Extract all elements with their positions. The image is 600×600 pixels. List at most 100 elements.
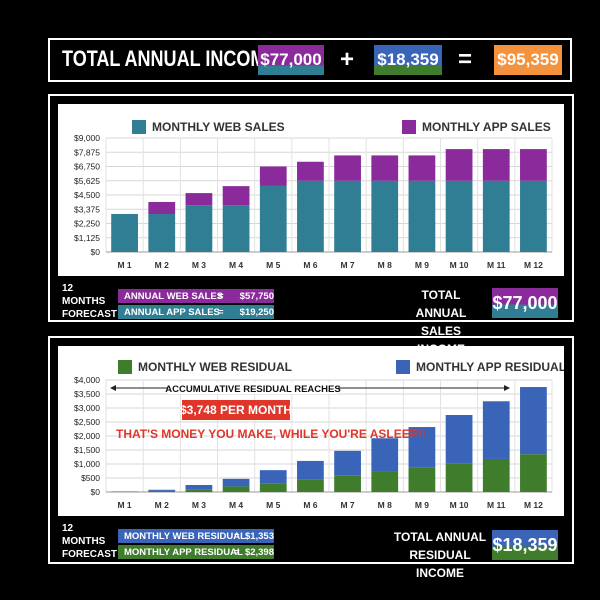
bar-app (408, 155, 436, 181)
y-tick-label: $7,875 (74, 147, 100, 157)
highlight-text: $3,748 PER MONTH (180, 403, 292, 417)
sales-chart: $0 $1,125 $2,250 $3,375 $4,500 $5,625 $6,750 $7… (74, 120, 553, 270)
y-tick-label: $3,375 (74, 204, 100, 214)
arrow-left-icon (110, 385, 116, 391)
residual-panel-frame (48, 336, 574, 564)
y-tick-label: $0 (91, 487, 101, 497)
x-tick-label: M 8 (378, 500, 392, 510)
y-tick-label: $1,125 (74, 233, 100, 243)
bar-app (297, 460, 324, 480)
bar-web (520, 180, 547, 252)
bar-web (371, 471, 399, 492)
y-tick-label: $1,500 (74, 445, 100, 455)
bar-app (297, 161, 324, 181)
x-tick-label: M 1 (117, 500, 131, 510)
bar-web (148, 490, 176, 492)
bar-app (222, 478, 250, 487)
x-tick-label: M 3 (192, 500, 206, 510)
x-tick-label: M 2 (155, 500, 169, 510)
y-tick-label: $4,500 (74, 190, 100, 200)
legend-label-web: MONTHLY WEB SALES (152, 120, 285, 134)
residual-total-value: $18,359 (492, 530, 558, 560)
residual-chart-card: $0 $500 $1,000 $1,500 $2,000 $2,500 $3,000 $3,5… (58, 346, 566, 516)
highlight-box (182, 400, 290, 420)
bar-web (185, 489, 213, 492)
bar-web (259, 483, 287, 492)
y-tick-label: $5,625 (74, 176, 100, 186)
bar-app (185, 193, 213, 206)
x-tick-label: M 8 (378, 260, 392, 270)
y-tick-label: $2,500 (74, 417, 100, 427)
bar-web (148, 214, 176, 252)
bar-app (482, 149, 510, 181)
legend-label-web: MONTHLY WEB RESIDUAL (138, 360, 292, 374)
bar-app (334, 450, 361, 476)
annual-web-sales-row: ANNUAL WEB SALES = $57,750 (118, 289, 274, 303)
sales-panel-frame (48, 94, 574, 322)
y-tick-label: $3,000 (74, 403, 100, 413)
banner-residual-total: $18,359 (374, 45, 442, 75)
x-tick-label: M 7 (340, 260, 354, 270)
y-tick-label: $500 (81, 473, 100, 483)
y-tick-label: $2,000 (74, 431, 100, 441)
bar-app (371, 438, 399, 472)
bar-web (371, 180, 399, 252)
bar-app (520, 149, 547, 181)
bar-web (445, 463, 473, 492)
bar-app (445, 415, 473, 464)
annotation-bg (168, 382, 338, 394)
bar-app (185, 485, 213, 490)
annotation-text: ACCUMULATIVE RESIDUAL REACHES (165, 384, 340, 395)
bar-web (334, 475, 361, 492)
x-tick-label: M 6 (303, 500, 317, 510)
banner-title: TOTAL ANNUAL INCOME: (62, 46, 284, 71)
arrow-right-icon (504, 385, 510, 391)
x-tick-label: M 7 (340, 500, 354, 510)
equals-sign: = (458, 46, 473, 73)
bar-app (482, 401, 510, 459)
legend-swatch-app (396, 360, 410, 374)
x-tick-label: M 5 (266, 500, 280, 510)
bar-web (259, 185, 287, 252)
bar-app (334, 155, 361, 181)
legend-swatch-web (118, 360, 132, 374)
y-tick-label: $0 (91, 247, 101, 257)
x-tick-label: M 11 (487, 500, 506, 510)
bar-web (185, 205, 213, 252)
bar-app (445, 149, 473, 181)
y-tick-label: $2,250 (74, 219, 100, 229)
bar-web (520, 454, 547, 492)
residual-total-label: TOTAL ANNUAL RESIDUAL INCOME (393, 530, 487, 580)
bar-app (371, 155, 399, 181)
x-tick-label: M 9 (415, 260, 429, 270)
legend-label-app: MONTHLY APP SALES (422, 120, 551, 134)
bar-web (408, 467, 436, 492)
bar-web (445, 180, 473, 252)
bar-app (259, 470, 287, 484)
y-tick-label: $6,750 (74, 162, 100, 172)
x-tick-label: M 1 (117, 260, 131, 270)
x-tick-label: M 10 (450, 260, 469, 270)
legend-swatch-web (132, 120, 146, 134)
bar-web (334, 180, 361, 252)
y-tick-label: $4,000 (74, 375, 100, 385)
monthly-app-residual-row: MONTHLY APP RESIDUAL = $2,398 (118, 545, 274, 559)
legend-label-app: MONTHLY APP RESIDUAL (416, 360, 564, 374)
banner-sales-total: $77,000 (258, 45, 324, 75)
x-tick-label: M 4 (229, 260, 243, 270)
sales-forecast-label: 12 MONTHS FORECAST (62, 283, 117, 320)
y-tick-label: $1,000 (74, 459, 100, 469)
bar-web (482, 458, 510, 492)
sales-total-value: $77,000 (492, 288, 558, 318)
bar-app (520, 387, 547, 455)
sales-chart-card: $0 $1,125 $2,250 $3,375 $4,500 $5,625 $6,750 $7… (58, 104, 564, 276)
legend-swatch-app (402, 120, 416, 134)
x-tick-label: M 5 (266, 260, 280, 270)
y-tick-label: $3,500 (74, 389, 100, 399)
bar-web (222, 486, 250, 492)
x-tick-label: M 2 (155, 260, 169, 270)
x-tick-label: M 4 (229, 500, 243, 510)
x-tick-label: M 10 (450, 500, 469, 510)
bar-web (482, 180, 510, 252)
residual-chart: $0 $500 $1,000 $1,500 $2,000 $2,500 $3,000 $3,5… (74, 360, 566, 510)
